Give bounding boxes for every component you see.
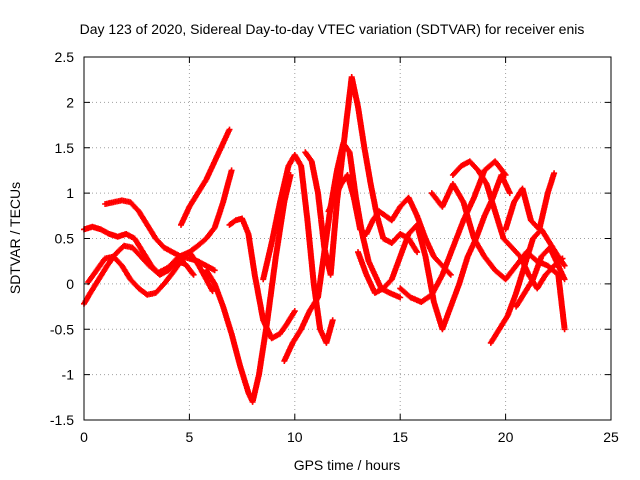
x-tick-label: 20 [498,429,514,445]
series-markers [203,172,294,405]
y-tick-label: -1 [62,367,75,383]
series-markers [487,226,568,346]
series-arc-11 [325,172,454,278]
x-tick-label: 0 [80,429,88,445]
y-tick-label: 2.5 [55,49,75,65]
series-arc-6 [203,172,294,405]
series-markers [260,152,336,346]
series-markers [325,172,454,278]
series-arc-16 [487,226,568,346]
y-tick-label: -1.5 [50,412,74,428]
x-tick-label: 5 [186,429,194,445]
grid [84,57,611,420]
x-tick-label: 15 [392,429,408,445]
series-arc-8 [260,152,336,346]
chart-title: Day 123 of 2020, Sidereal Day-to-day VTE… [80,21,585,37]
series-markers [397,158,509,305]
y-axis-label: SDTVAR / TECUs [7,182,23,294]
series-markers [178,126,233,228]
series-arc-17 [502,170,558,233]
series-arc-10 [302,74,421,278]
x-tick-label: 10 [287,429,303,445]
x-tick-label: 25 [603,429,619,445]
series-arc-18 [513,244,568,310]
series-arc-7 [226,215,298,342]
y-tick-label: 0 [66,276,74,292]
series-markers [502,170,558,233]
series-arc-13 [397,158,509,305]
series-markers [513,244,568,310]
series-arc-5 [178,126,233,228]
axis-ticks: 0 5 10 15 20 25 -1.5 -1 -0.5 0 0.5 1 1.5 2 2.5 [50,49,619,445]
y-tick-label: 1 [66,185,74,201]
y-tick-label: 0.5 [55,231,75,247]
x-axis-label: GPS time / hours [294,457,401,473]
series-arc-4 [102,197,218,274]
y-tick-label: -0.5 [50,321,74,337]
data-series [81,74,568,405]
y-tick-label: 1.5 [55,140,75,156]
y-tick-label: 2 [66,94,74,110]
series-markers [226,215,298,342]
series-markers [302,74,421,278]
series-markers [102,197,218,274]
series-markers [85,167,235,298]
series-arc-3 [85,167,235,298]
